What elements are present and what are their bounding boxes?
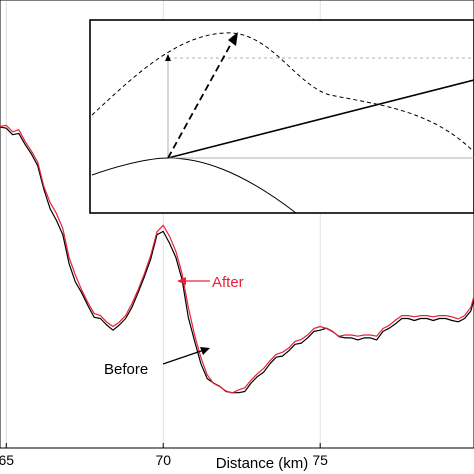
x-axis-label: Distance (km) [216,455,309,472]
before-arrow-line [162,349,205,365]
annotation-after: After [177,274,244,291]
inset-dashed-arrow [167,41,233,159]
x-axis-ticks: 65 70 75 [0,443,328,468]
series-layer [0,124,474,394]
x-tick-label: 65 [0,452,14,468]
inset-frame [89,19,474,214]
inset-small-arrowhead [165,54,171,61]
annotation-before: Before [104,347,210,378]
inset [89,19,474,214]
plot-frame [0,0,474,449]
inset-dashed-hump [91,32,473,151]
after-label: After [212,274,244,291]
series-line-before [0,126,474,394]
inset-dashed-arrowhead [228,32,238,46]
series-line-after [0,124,474,394]
x-tick-label: 75 [312,452,328,468]
after-arrowhead [177,277,186,285]
before-arrowhead [200,347,210,355]
before-label: Before [104,361,148,378]
inset-solid-tangent [167,79,474,159]
x-tick-label: 70 [155,452,171,468]
